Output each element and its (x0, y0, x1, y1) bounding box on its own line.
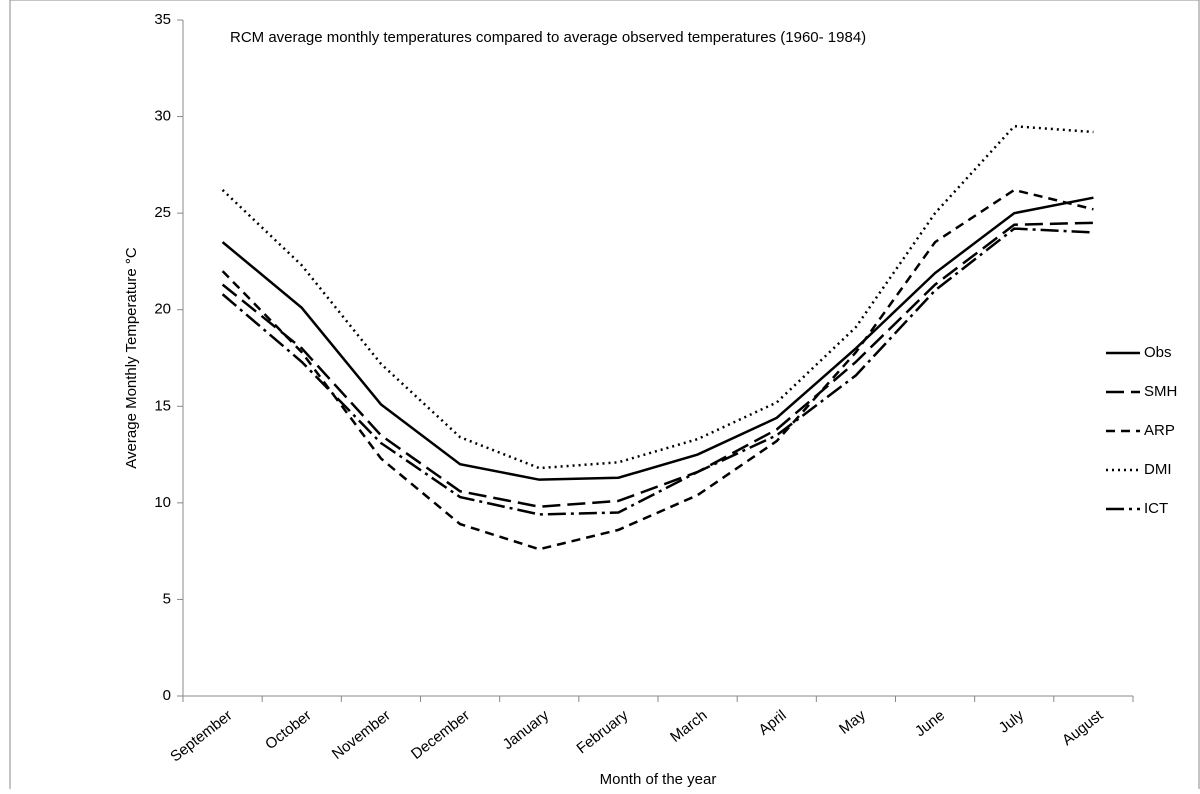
y-tick-label: 5 (163, 590, 171, 607)
x-tick-label: May (836, 707, 869, 738)
legend-label: SMH (1144, 383, 1177, 400)
legend-label: ICT (1144, 500, 1168, 517)
y-tick-label: 20 (154, 301, 171, 318)
y-tick-label: 25 (154, 204, 171, 221)
x-tick-label: July (996, 707, 1028, 737)
y-tick-label: 15 (154, 397, 171, 414)
y-tick-label: 35 (154, 11, 171, 28)
x-tick-label: December (408, 707, 473, 763)
series-line (221, 227, 1094, 516)
x-tick-label: October (262, 707, 315, 753)
x-tick-label: November (329, 707, 394, 763)
legend-label: ARP (1144, 422, 1175, 439)
y-tick-label: 0 (163, 687, 171, 704)
x-tick-label: April (756, 707, 790, 739)
x-tick-label: June (912, 707, 948, 740)
x-tick-label: March (667, 707, 710, 746)
chart-title: RCM average monthly temperatures compare… (230, 29, 866, 46)
series-line (221, 124, 1094, 470)
series-line (221, 196, 1094, 481)
legend-label: DMI (1144, 461, 1172, 478)
y-tick-label: 30 (154, 108, 171, 125)
series-line (221, 188, 1094, 551)
x-tick-label: January (500, 707, 553, 754)
series-line (221, 221, 1094, 508)
y-axis-label: Average Monthly Temperature °C (123, 247, 140, 469)
chart-frame (9, 0, 1200, 794)
x-tick-label: February (574, 707, 632, 758)
y-tick-label: 10 (154, 494, 171, 511)
legend-label: Obs (1144, 344, 1172, 361)
x-axis-label: Month of the year (600, 771, 717, 788)
x-tick-label: September (167, 707, 235, 766)
x-tick-label: August (1059, 706, 1107, 749)
